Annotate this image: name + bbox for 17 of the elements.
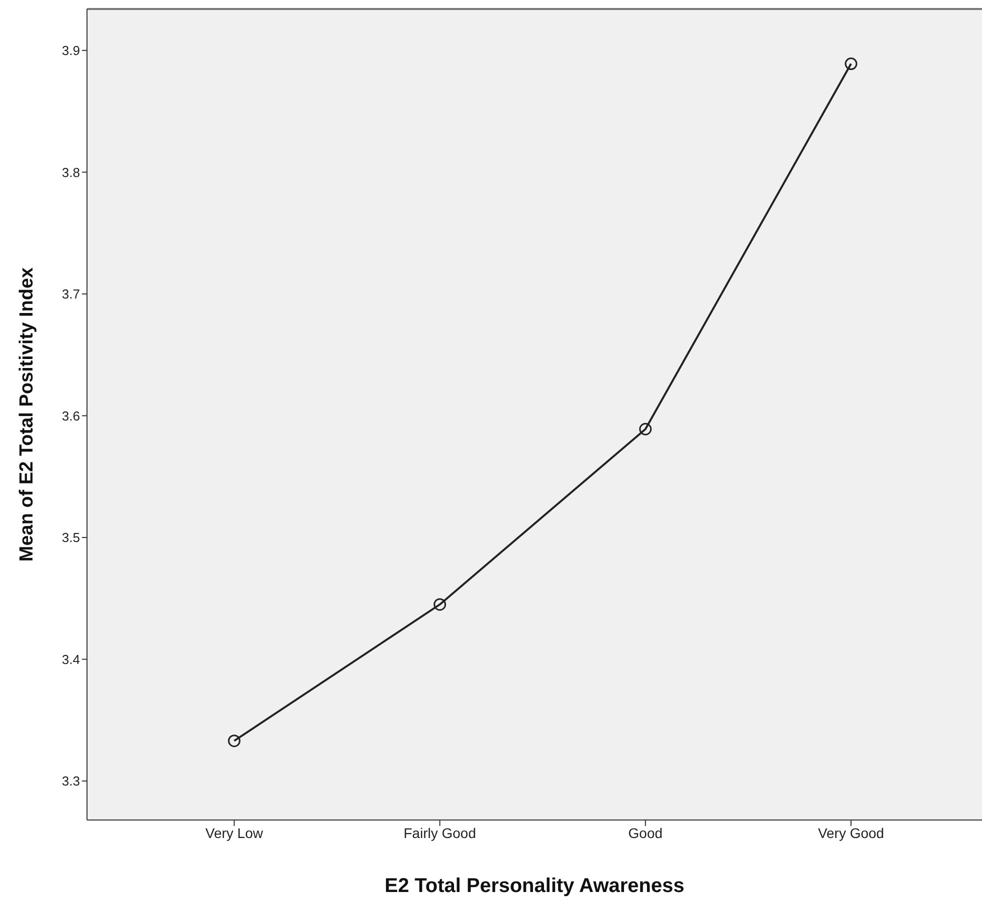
x-tick-label: Very Low	[205, 824, 264, 841]
x-axis-title: E2 Total Personality Awareness	[384, 875, 684, 897]
x-tick-label: Fairly Good	[404, 824, 476, 841]
y-tick-label: 3.5	[62, 530, 80, 546]
point	[228, 734, 240, 748]
y-tick-label: 3.9	[62, 43, 80, 58]
x-tick-label: Very Good	[818, 824, 884, 841]
y-axis-title: Mean of E2 Total Positivity Index	[16, 266, 38, 562]
y-tick-label: 3.3	[62, 774, 80, 789]
y-tick-label: 3.6	[62, 408, 80, 424]
point	[844, 58, 858, 70]
y-tick-label: 3.4	[62, 652, 80, 667]
point	[434, 598, 446, 611]
point	[639, 422, 652, 436]
x-tick-label: Good	[628, 824, 663, 841]
y-tick-label: 3.7	[62, 286, 80, 302]
y-tick-label: 3.8	[62, 164, 80, 180]
